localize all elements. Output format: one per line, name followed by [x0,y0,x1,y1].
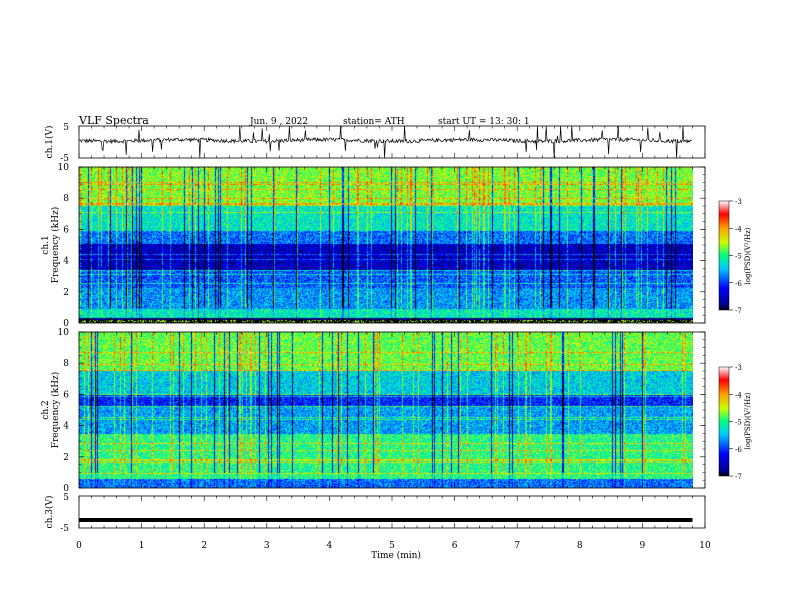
frequency-tick-label: 2 [63,453,69,463]
colorbar-tick-label: -6 [735,446,742,454]
date-label: Jun. 9 , 2022 [249,117,308,127]
frequency-tick-label: 10 [58,163,70,173]
station-label: station= ATH [343,117,405,127]
ch1-spectrogram-image [79,167,693,323]
frequency-tick-label: 6 [63,390,69,400]
x-tick-label: 1 [139,541,145,551]
frequency-tick-label: 4 [63,257,69,267]
frequency-tick-label: 10 [58,328,70,338]
ch1-colorbar-label: log(PSD)(V²/Hz) [744,227,752,284]
colorbar-tick-label: -3 [735,198,742,206]
ch1-ytick-top: 5 [63,123,69,133]
start-time-label: start UT = 13: 30: 1 [438,117,530,127]
ch1-colorbar: -3 -4 -5 -6 -7 log(PSD)(V²/Hz) [718,198,752,315]
ch2-spectrogram-image [79,332,693,488]
x-tick-label: 6 [452,541,458,551]
ch2-spectrogram-ylabel-channel: ch.2 [41,400,51,419]
colorbar-tick-label: -4 [735,225,742,233]
x-tick-label: 0 [76,541,82,551]
ch1-waveform-ylabel: ch.1(V) [44,126,55,159]
ch1-waveform-line [78,125,692,159]
figure-title: VLF Spectra [78,114,149,127]
x-tick-label: 10 [699,541,711,551]
ch2-colorbar-label: log(PSD)(V²/Hz) [744,392,752,449]
ch2-spectrogram-panel: 0 2 4 6 8 10 ch.2 Frequency (kHz) [41,328,706,494]
frequency-tick-label: 2 [63,288,69,298]
colorbar-tick-label: -5 [735,253,742,261]
ch3-ytick-bottom: -5 [60,524,69,534]
ch3-waveform-ylabel: ch.3(V) [44,496,55,529]
colorbar-tick-label: -3 [735,364,742,372]
x-tick-label: 5 [389,541,395,551]
ch1-waveform-panel: 5 -5 ch.1(V) [44,123,706,164]
frequency-tick-label: 0 [63,484,69,494]
colorbar-tick-label: -6 [735,280,742,288]
ch1-ytick-bottom: -5 [60,154,69,164]
ch1-spectrogram-ylabel-channel: ch.1 [41,235,51,254]
frequency-tick-label: 6 [63,225,69,235]
ch3-waveform-panel: 5 -5 ch.3(V) [44,493,706,534]
ch1-spectrogram-panel: 0 2 4 6 8 10 ch.1 Frequency (kHz) [41,163,706,329]
frequency-tick-label: 0 [63,319,69,329]
frequency-tick-label: 8 [63,194,69,204]
x-tick-label: 8 [577,541,583,551]
frequency-tick-label: 8 [63,359,69,369]
colorbar-tick-label: -7 [735,307,742,315]
x-tick-label: 3 [264,541,270,551]
x-tick-label: 9 [640,541,646,551]
x-tick-label: 2 [201,541,207,551]
x-axis-label: Time (min) [371,550,421,561]
ch3-waveform-line [79,518,693,522]
ch3-ytick-top: 5 [63,493,69,503]
colorbar-tick-label: -7 [735,473,742,481]
ch2-colorbar: -3 -4 -5 -6 -7 log(PSD)(V²/Hz) [718,364,752,481]
colorbar-tick-label: -4 [735,391,742,399]
ch2-spectrogram-ylabel: Frequency (kHz) [50,372,61,449]
x-tick-label: 7 [514,541,520,551]
frequency-tick-label: 4 [63,422,69,432]
x-tick-label: 4 [327,541,333,551]
colorbar-tick-label: -5 [735,419,742,427]
x-axis-tick-labels: 0 1 2 3 4 5 6 7 8 9 10 [76,541,711,551]
ch1-spectrogram-ylabel: Frequency (kHz) [50,207,61,284]
